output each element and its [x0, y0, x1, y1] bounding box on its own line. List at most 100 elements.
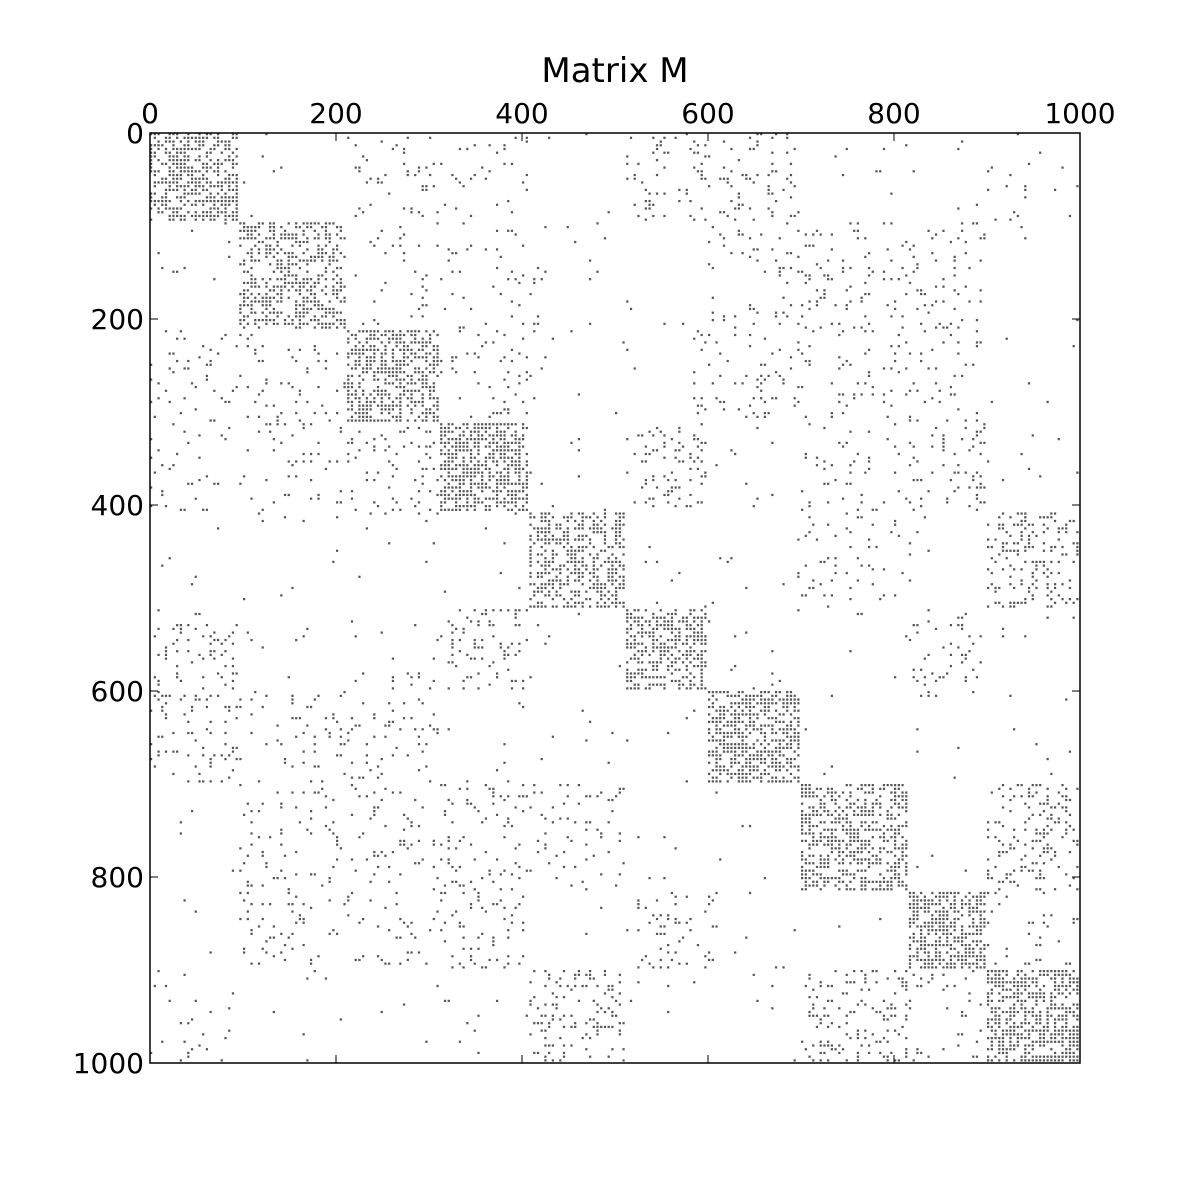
- nonzero-marker: [209, 196, 212, 199]
- nonzero-marker: [336, 244, 339, 247]
- nonzero-marker: [354, 412, 357, 415]
- nonzero-marker: [819, 813, 822, 816]
- nonzero-marker: [864, 784, 867, 787]
- nonzero-marker: [276, 263, 279, 266]
- nonzero-marker: [429, 456, 432, 459]
- nonzero-marker: [187, 441, 190, 444]
- nonzero-marker: [220, 151, 223, 154]
- nonzero-marker: [536, 850, 540, 854]
- nonzero-marker: [402, 356, 406, 359]
- nonzero-marker: [722, 408, 726, 411]
- nonzero-marker: [150, 159, 153, 162]
- nonzero-marker: [458, 650, 461, 653]
- nonzero-marker: [336, 292, 339, 296]
- nonzero-marker: [711, 735, 714, 738]
- nonzero-marker: [150, 144, 153, 147]
- nonzero-marker: [1027, 538, 1031, 541]
- nonzero-marker: [202, 687, 205, 690]
- nonzero-marker: [748, 754, 752, 757]
- nonzero-marker: [492, 624, 495, 627]
- nonzero-marker: [406, 419, 409, 422]
- nonzero-marker: [1024, 188, 1027, 192]
- nonzero-marker: [243, 304, 246, 307]
- nonzero-marker: [507, 668, 510, 671]
- nonzero-marker: [741, 691, 744, 694]
- nonzero-marker: [321, 315, 324, 318]
- nonzero-marker: [481, 471, 484, 474]
- nonzero-marker: [477, 497, 480, 500]
- nonzero-marker: [492, 423, 495, 426]
- nonzero-marker: [380, 434, 383, 437]
- nonzero-marker: [663, 683, 666, 686]
- nonzero-marker: [551, 598, 554, 601]
- nonzero-marker: [507, 426, 510, 430]
- nonzero-marker: [343, 296, 346, 299]
- nonzero-marker: [399, 393, 402, 396]
- nonzero-marker: [436, 348, 439, 351]
- nonzero-marker: [789, 356, 793, 359]
- nonzero-marker: [380, 367, 383, 370]
- nonzero-marker: [841, 497, 845, 500]
- nonzero-marker: [376, 854, 380, 857]
- nonzero-marker: [797, 270, 800, 273]
- nonzero-marker: [607, 821, 610, 824]
- nonzero-marker: [228, 185, 231, 188]
- nonzero-marker: [447, 259, 450, 262]
- nonzero-marker: [655, 646, 659, 649]
- nonzero-marker: [734, 772, 737, 776]
- nonzero-marker: [365, 412, 368, 415]
- nonzero-marker: [429, 389, 432, 392]
- nonzero-marker: [261, 300, 264, 303]
- nonzero-marker: [153, 635, 156, 638]
- nonzero-marker: [644, 478, 647, 482]
- nonzero-marker: [514, 441, 517, 444]
- nonzero-marker: [179, 214, 182, 218]
- nonzero-marker: [548, 571, 551, 575]
- nonzero-marker: [849, 430, 852, 433]
- nonzero-marker: [830, 594, 833, 597]
- nonzero-marker: [685, 620, 688, 623]
- nonzero-marker: [719, 765, 722, 768]
- nonzero-marker: [596, 586, 599, 590]
- nonzero-marker: [455, 847, 458, 850]
- nonzero-marker: [462, 836, 465, 839]
- nonzero-marker: [689, 646, 692, 649]
- nonzero-marker: [856, 847, 860, 850]
- nonzero-marker: [741, 769, 744, 772]
- nonzero-marker: [559, 583, 562, 586]
- nonzero-marker: [231, 750, 235, 753]
- nonzero-marker: [734, 757, 737, 761]
- nonzero-marker: [276, 311, 279, 314]
- nonzero-marker: [481, 475, 484, 478]
- nonzero-marker: [216, 352, 220, 355]
- nonzero-marker: [228, 177, 231, 180]
- nonzero-marker: [641, 434, 644, 437]
- nonzero-marker: [730, 705, 733, 709]
- nonzero-marker: [254, 285, 257, 288]
- nonzero-marker: [306, 400, 309, 404]
- nonzero-marker: [979, 430, 982, 433]
- nonzero-marker: [477, 426, 480, 430]
- nonzero-marker: [176, 188, 179, 192]
- nonzero-marker: [388, 486, 391, 489]
- nonzero-marker: [198, 192, 201, 195]
- nonzero-marker: [150, 207, 153, 210]
- nonzero-marker: [295, 850, 298, 854]
- nonzero-marker: [927, 609, 930, 612]
- nonzero-marker: [153, 765, 156, 768]
- nonzero-marker: [864, 839, 867, 843]
- nonzero-marker: [778, 739, 781, 742]
- nonzero-marker: [391, 709, 395, 712]
- nonzero-marker: [767, 743, 770, 746]
- nonzero-marker: [823, 843, 826, 846]
- nonzero-marker: [719, 717, 722, 720]
- nonzero-marker: [395, 419, 398, 422]
- nonzero-marker: [1072, 542, 1075, 545]
- nonzero-marker: [269, 289, 272, 292]
- nonzero-marker: [321, 787, 324, 790]
- nonzero-marker: [324, 222, 328, 225]
- nonzero-marker: [477, 464, 480, 467]
- nonzero-marker: [164, 203, 168, 206]
- nonzero-marker: [176, 452, 179, 456]
- nonzero-marker: [455, 441, 458, 444]
